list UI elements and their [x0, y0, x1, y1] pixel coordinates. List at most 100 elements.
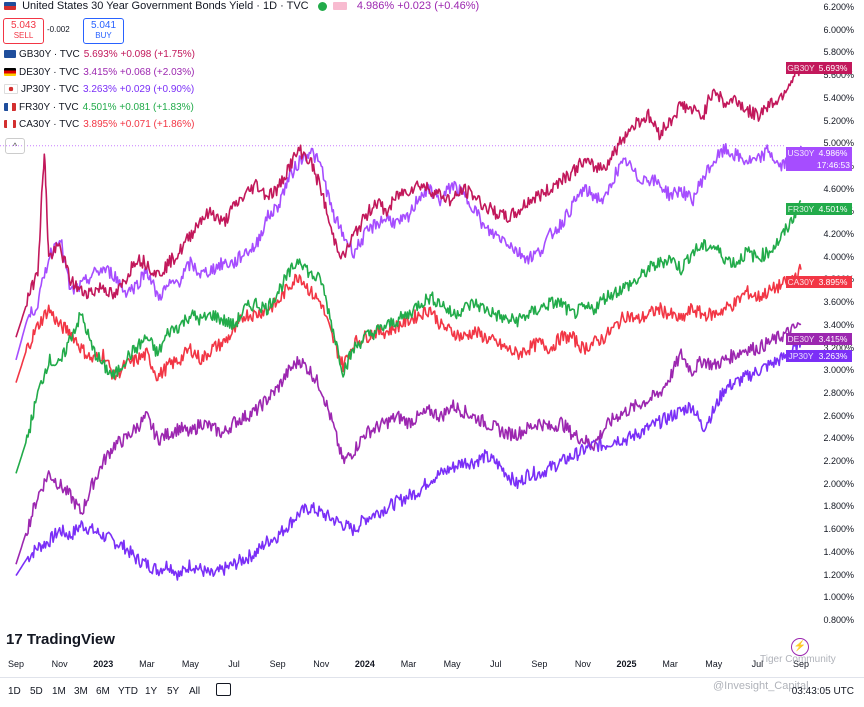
y-tick-label: 6.000%: [823, 24, 854, 35]
x-tick-label: Nov: [51, 659, 68, 669]
price-tag-value: 3.415%: [818, 334, 848, 344]
logo-text: TradingView: [26, 631, 115, 648]
collapse-legend-button[interactable]: ^: [5, 138, 25, 154]
x-tick-label: May: [705, 659, 723, 669]
tradingview-logo[interactable]: 17 TradingView: [6, 631, 115, 648]
y-tick-label: 2.600%: [823, 410, 854, 421]
x-tick-label: Mar: [139, 659, 155, 669]
spread-value: -0.002: [47, 25, 70, 34]
y-tick-label: 1.000%: [823, 592, 854, 603]
price-tag-value: 5.693%: [818, 63, 848, 73]
x-tick-label: 2024: [354, 659, 375, 669]
x-tick-label: May: [443, 659, 461, 669]
price-tag-de30y: DE30Y 3.415%: [786, 333, 852, 345]
y-tick-label: 5.200%: [823, 115, 854, 126]
y-tick-label: 1.400%: [823, 546, 854, 557]
price-tag-jp30y: JP30Y 3.263%: [786, 350, 852, 362]
price-tag-value: 3.895%: [818, 277, 848, 287]
legend-row[interactable]: CA30Y · TVC 3.895% +0.071 (+1.86%): [4, 119, 194, 130]
x-tick-label: Nov: [574, 659, 591, 669]
range-button-3m[interactable]: 3M: [74, 686, 88, 697]
price-tag-ca30y: CA30Y 3.895%: [786, 276, 852, 288]
tv-logo-icon: 17: [6, 631, 27, 648]
range-button-5y[interactable]: 5Y: [167, 686, 180, 697]
watermark-handle: @Invesight_Capital: [713, 680, 809, 692]
legend-ticker: CA30Y · TVC: [19, 119, 80, 130]
price-tag-countdown: 17:46:53: [816, 160, 850, 170]
series-line-us30y: [15, 143, 802, 361]
wave-icon[interactable]: [332, 2, 347, 11]
legend-value: 5.693% +0.098 (+1.75%): [83, 49, 195, 60]
range-button-5d[interactable]: 5D: [30, 686, 43, 697]
y-tick-label: 1.600%: [823, 524, 854, 535]
series-line-fr30y: [15, 200, 802, 474]
y-tick-label: 4.200%: [823, 229, 854, 240]
utc-clock[interactable]: 03:43:05 UTC: [791, 686, 854, 697]
x-tick-label: Sep: [792, 659, 810, 669]
x-tick-label: 2023: [93, 659, 114, 669]
x-tick-label: Sep: [7, 659, 25, 669]
france-flag-icon: [4, 102, 16, 111]
x-tick-label: Jul: [228, 659, 240, 669]
price-tag-value: 4.501%: [818, 204, 848, 214]
sell-button[interactable]: 5.043 SELL: [3, 18, 44, 44]
price-tag-us30y: US30Y 4.986% 17:46:53: [786, 147, 852, 171]
legend-row[interactable]: FR30Y · TVC 4.501% +0.081 (+1.83%): [4, 102, 194, 113]
y-tick-label: 2.000%: [823, 478, 854, 489]
compare-icon[interactable]: [317, 1, 327, 11]
y-tick-label: 6.200%: [823, 2, 854, 12]
range-button-6m[interactable]: 6M: [96, 686, 110, 697]
sell-price: 5.043: [10, 20, 37, 31]
price-tag-ticker: US30Y: [787, 148, 815, 158]
buy-price: 5.041: [90, 20, 117, 31]
calendar-icon[interactable]: [216, 683, 231, 696]
price-tag-value: 4.986%: [818, 148, 848, 158]
germany-flag-icon: [4, 67, 16, 76]
us-flag-icon: [4, 2, 16, 11]
price-tag-ticker: DE30Y: [787, 334, 815, 344]
y-tick-label: 3.600%: [823, 297, 854, 308]
watermark-tiger: Tiger Community: [760, 654, 836, 665]
y-tick-label: 1.800%: [823, 501, 854, 512]
y-tick-label: 5.600%: [823, 70, 854, 81]
y-tick-label: 4.600%: [823, 183, 854, 194]
legend-ticker: JP30Y · TVC: [21, 84, 79, 95]
x-tick-label: Sep: [531, 659, 548, 669]
bottom-toolbar: [0, 677, 864, 707]
lightning-icon[interactable]: ⚡: [791, 638, 809, 656]
range-button-ytd[interactable]: YTD: [118, 686, 138, 697]
series-line-ca30y: [15, 263, 802, 383]
range-button-1d[interactable]: 1D: [8, 686, 21, 697]
price-tag-fr30y: FR30Y 4.501%: [786, 203, 852, 215]
y-tick-label: 2.400%: [823, 433, 854, 444]
x-tick-label: 2025: [616, 659, 637, 669]
canada-flag-icon: [4, 120, 16, 129]
range-button-1y[interactable]: 1Y: [145, 686, 158, 697]
x-tick-label: May: [181, 659, 199, 669]
legend-row[interactable]: JP30Y · TVC 3.263% +0.029 (+0.90%): [4, 84, 194, 95]
uk-flag-icon: [4, 50, 16, 59]
y-tick-label: 5.400%: [823, 92, 854, 103]
legend-row[interactable]: DE30Y · TVC 3.415% +0.068 (+2.03%): [4, 67, 194, 78]
y-tick-label: 2.200%: [823, 456, 854, 467]
buy-label: BUY: [95, 31, 112, 40]
buy-button[interactable]: 5.041 BUY: [83, 18, 124, 44]
symbol-title: United States 30 Year Government Bonds Y…: [22, 0, 309, 12]
x-tick-label: Mar: [662, 659, 678, 669]
x-tick-label: Jul: [489, 659, 502, 669]
y-tick-label: 4.000%: [823, 251, 854, 262]
x-tick-label: Sep: [269, 659, 286, 669]
price-tag-ticker: JP30Y: [788, 351, 814, 361]
symbol-value: 4.986% +0.023 (+0.46%): [356, 0, 480, 12]
price-tag-ticker: CA30Y: [787, 277, 815, 287]
legend-row[interactable]: GB30Y · TVC 5.693% +0.098 (+1.75%): [4, 49, 195, 60]
legend-ticker: FR30Y · TVC: [19, 101, 79, 113]
price-tag-gb30y: GB30Y 5.693%: [786, 62, 852, 74]
range-button-1m[interactable]: 1M: [52, 686, 66, 697]
legend-value: 4.501% +0.081 (+1.83%): [82, 101, 194, 113]
series-line-gb30y: [15, 62, 802, 338]
legend-value: 3.415% +0.068 (+2.03%): [83, 66, 195, 78]
range-button-all[interactable]: All: [189, 686, 201, 697]
chart-header: United States 30 Year Government Bonds Y…: [4, 0, 479, 12]
